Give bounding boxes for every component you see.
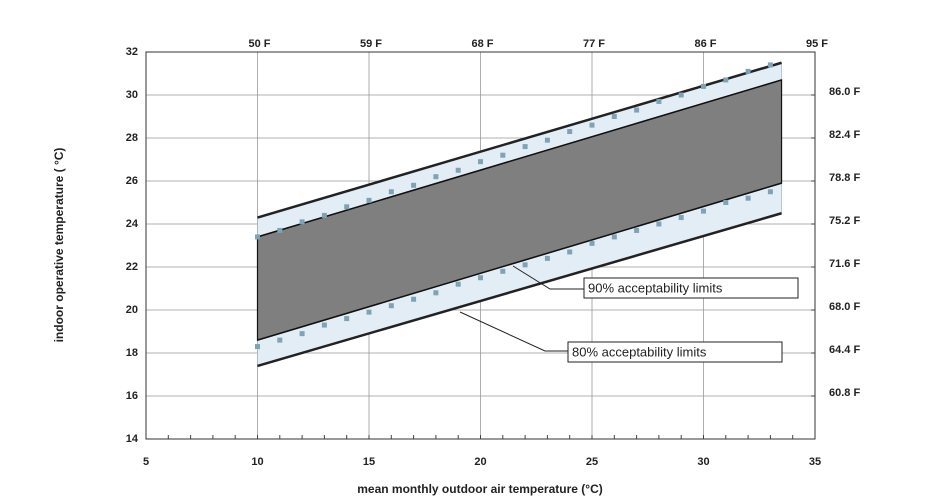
- marker: [411, 296, 417, 302]
- marker: [411, 182, 417, 188]
- marker: [478, 275, 483, 281]
- marker: [745, 195, 751, 201]
- x2-tick-label: 86 F: [694, 38, 716, 50]
- annotation-box: [567, 341, 783, 363]
- marker: [433, 174, 439, 180]
- x2-tick-label: 59 F: [360, 38, 382, 50]
- y-tick-label: 26: [126, 175, 138, 187]
- marker: [544, 137, 550, 143]
- y2-tick-label: 82.4 F: [829, 129, 860, 141]
- x-tick-label: 10: [251, 456, 263, 468]
- y-tick-label: 22: [126, 261, 138, 273]
- marker: [299, 219, 305, 225]
- marker: [433, 290, 439, 296]
- marker: [522, 262, 528, 268]
- marker: [656, 98, 662, 104]
- marker: [678, 92, 684, 98]
- x-tick-label: 15: [363, 456, 375, 468]
- y-tick-label: 14: [126, 433, 139, 445]
- marker: [611, 234, 617, 240]
- marker: [321, 322, 327, 328]
- marker: [255, 344, 260, 350]
- y-tick-label: 20: [126, 304, 138, 316]
- leader-line: [459, 311, 568, 352]
- x-tick-label: 5: [143, 456, 149, 468]
- marker: [634, 227, 640, 233]
- band-upper-line: [257, 79, 782, 238]
- y2-tick-label: 68.0 F: [829, 301, 860, 313]
- y2-tick-label: 64.4 F: [829, 344, 860, 356]
- marker: [388, 303, 394, 309]
- marker: [656, 221, 662, 227]
- annotation: 90% acceptability limits: [588, 280, 723, 295]
- y-tick-label: 24: [126, 218, 139, 230]
- annotation: 80% acceptability limits: [572, 344, 707, 359]
- marker: [544, 255, 550, 261]
- y2-tick-label: 78.8 F: [829, 172, 860, 184]
- marker: [567, 129, 573, 135]
- marker: [388, 189, 394, 195]
- x2-tick-label: 50 F: [248, 38, 270, 50]
- marker: [634, 107, 640, 113]
- x-tick-label: 25: [586, 456, 598, 468]
- y-tick-label: 18: [126, 347, 138, 359]
- x-tick-label: 30: [697, 456, 709, 468]
- marker: [723, 200, 729, 205]
- y-tick-label: 30: [126, 89, 138, 101]
- marker: [321, 212, 327, 218]
- marker: [567, 249, 573, 255]
- marker: [455, 281, 461, 287]
- plot-frame: [145, 51, 816, 440]
- x2-tick-label: 68 F: [471, 38, 493, 50]
- y-tick-label: 28: [126, 132, 138, 144]
- marker: [478, 159, 483, 165]
- annotation-box: [583, 277, 799, 299]
- marker: [366, 309, 372, 315]
- y-tick-label: 32: [126, 46, 138, 58]
- x-tick-label: 35: [809, 456, 821, 468]
- marker: [767, 189, 773, 195]
- marker: [299, 331, 305, 337]
- marker: [589, 240, 595, 246]
- y-tick-label: 16: [126, 390, 138, 402]
- marker: [255, 234, 260, 240]
- marker: [767, 62, 773, 68]
- marker: [611, 114, 617, 119]
- band-upper-line: [257, 61, 782, 219]
- marker: [277, 337, 283, 343]
- marker: [366, 197, 372, 203]
- x2-tick-label: 95 F: [806, 38, 828, 50]
- marker: [344, 204, 350, 210]
- x-axis-title: mean monthly outdoor air temperature (°C…: [357, 482, 603, 496]
- marker: [589, 122, 595, 128]
- marker: [701, 208, 706, 214]
- y2-tick-label: 71.6 F: [829, 258, 860, 270]
- marker: [455, 167, 461, 173]
- leader-line: [512, 265, 584, 290]
- marker: [500, 268, 506, 274]
- marker: [678, 215, 684, 221]
- marker: [500, 152, 506, 158]
- x2-tick-label: 77 F: [583, 38, 605, 50]
- y2-tick-label: 86.0 F: [829, 86, 860, 98]
- marker: [344, 316, 350, 322]
- y2-tick-label: 75.2 F: [829, 215, 860, 227]
- y2-tick-label: 60.8 F: [829, 387, 860, 399]
- marker: [522, 144, 528, 150]
- band-lower-line: [257, 212, 782, 368]
- x-tick-label: 20: [474, 456, 486, 468]
- marker: [723, 77, 729, 83]
- marker: [745, 68, 751, 74]
- marker: [277, 227, 283, 233]
- y-axis-title: indoor operative temperature ( °C): [52, 148, 66, 343]
- band-lower-line: [257, 182, 782, 341]
- marker: [701, 83, 706, 89]
